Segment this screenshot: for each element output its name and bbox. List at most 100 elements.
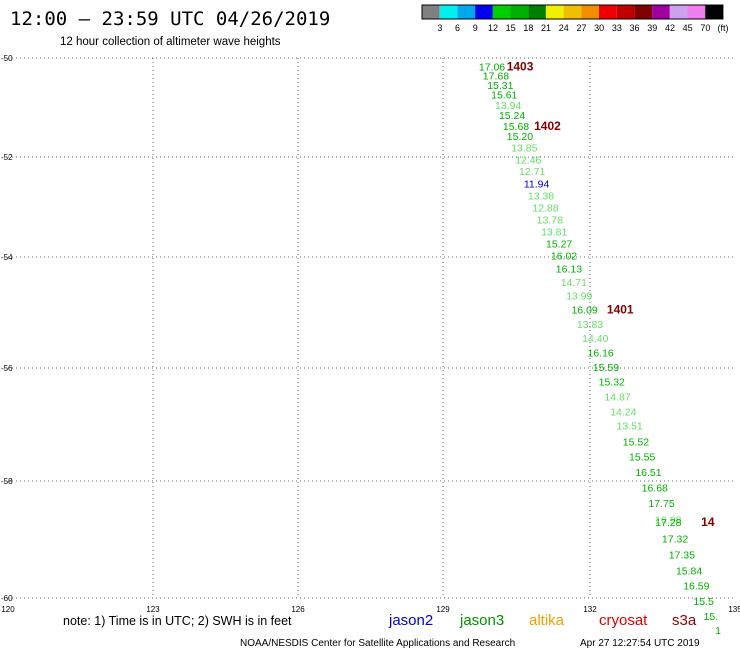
- wave-height-point: 16.09: [571, 305, 597, 317]
- colorbar-label: (ft): [718, 23, 729, 33]
- colorbar-label: 45: [683, 23, 693, 33]
- colorbar-label: 12: [488, 23, 498, 33]
- wave-height-point: 16.16: [587, 347, 613, 359]
- page-subtitle: 12 hour collection of altimeter wave hei…: [60, 36, 281, 48]
- colorbar-swatch: [669, 5, 688, 19]
- map-grid: [8, 57, 735, 599]
- wave-height-colorbar: 3 6 9 12 15 18 21 24 27 30 33 36 39 42 45 70 (ft): [421, 4, 729, 33]
- wave-height-point: 15.59: [593, 362, 619, 374]
- wave-height-point: 15.32: [599, 377, 625, 389]
- colorbar-label: 18: [523, 23, 533, 33]
- colorbar-swatch: [475, 5, 493, 19]
- wave-height-point: 15.20: [507, 131, 533, 143]
- wave-height-point: 16.13: [556, 264, 582, 276]
- colorbar-label: 9: [473, 23, 478, 33]
- wave-height-point: 12.46: [515, 155, 541, 167]
- wave-height-point: 15.55: [629, 452, 655, 464]
- colorbar-swatch: [457, 5, 476, 19]
- colorbar-swatch: [528, 5, 546, 19]
- legend-entry-jason3: jason3: [459, 612, 504, 629]
- colorbar-label: 42: [665, 23, 675, 33]
- wave-height-point: 13.38: [528, 191, 554, 203]
- colorbar-swatch: [581, 5, 599, 19]
- pass-time-label: 14: [701, 515, 715, 529]
- wave-height-point: 1: [715, 625, 721, 637]
- wave-height-point: 17.35: [669, 550, 695, 562]
- axis-tick-labels: 120 123 126 129 132 135 -50 -52 -54 -56 -58 -60: [1, 54, 740, 614]
- wave-height-point: 12.71: [519, 166, 545, 178]
- wave-height-point: 17.32: [662, 533, 688, 545]
- colorbar-swatch: [510, 5, 529, 19]
- wave-height-point: 14.24: [610, 407, 636, 419]
- x-tick-label: 126: [291, 605, 305, 614]
- pass-time-labels: 1403 1402 1401 14: [507, 59, 715, 529]
- colorbar-label: 27: [576, 23, 586, 33]
- colorbar-label: 30: [594, 23, 604, 33]
- wave-height-point: 12.88: [532, 203, 558, 215]
- wave-height-point: 13.85: [511, 143, 537, 155]
- colorbar-label: 6: [455, 23, 460, 33]
- y-tick-label: -54: [1, 253, 13, 262]
- legend-entry-cryosat: cryosat: [599, 612, 648, 629]
- y-tick-label: -56: [1, 364, 13, 373]
- wave-height-point: 17.75: [648, 498, 674, 510]
- wave-height-point: 13.83: [577, 319, 603, 331]
- wave-height-point: 15.84: [676, 566, 702, 578]
- wave-height-point: 16.02: [551, 251, 577, 263]
- colorbar-swatch: [545, 5, 564, 19]
- wave-height-point: 13.51: [616, 421, 642, 433]
- wave-height-point: 15.31: [487, 80, 513, 92]
- legend-entry-s3a: s3a: [672, 612, 697, 629]
- colorbar-frame: [421, 4, 724, 20]
- wave-height-point: 17.68: [483, 70, 509, 82]
- wave-height-point: 16.68: [642, 482, 668, 494]
- colorbar-label: 15: [506, 23, 516, 33]
- wave-height-point: 11.94: [524, 179, 550, 191]
- wave-height-point: 13.99: [566, 290, 592, 302]
- footer-note: note: 1) Time is in UTC; 2) SWH is in fe…: [63, 614, 292, 628]
- colorbar-swatch: [439, 5, 458, 19]
- colorbar-label: 33: [612, 23, 622, 33]
- footer-timestamp: Apr 27 12:27:54 UTC 2019: [580, 638, 700, 649]
- x-tick-label: 135: [728, 605, 740, 614]
- wave-height-point: 15.: [704, 611, 719, 623]
- colorbar-swatch: [687, 5, 706, 19]
- y-tick-label: -50: [1, 54, 13, 63]
- colorbar-swatch: [599, 5, 617, 19]
- wave-height-points: 17.0617.6815.3115.6113.9415.2415.6815.20…: [479, 61, 721, 637]
- pass-time-label: 1401: [607, 303, 634, 317]
- colorbar-label: 3: [437, 23, 442, 33]
- wave-height-point: 15.27: [546, 239, 572, 251]
- footer-credit: NOAA/NESDIS Center for Satellite Applica…: [240, 638, 515, 649]
- wave-height-point: 16.51: [635, 467, 661, 479]
- colorbar-swatch: [652, 5, 670, 19]
- wave-height-point: 16.98: [655, 515, 681, 527]
- legend-entry-jason2: jason2: [388, 612, 433, 629]
- colorbar-label: 21: [541, 23, 551, 33]
- pass-time-label: 1402: [534, 119, 561, 133]
- wave-height-point: 14.71: [561, 277, 587, 289]
- wave-height-point: 14.87: [604, 391, 630, 403]
- colorbar-label: 39: [647, 23, 657, 33]
- satellite-legend: jason2 jason3 altika cryosat s3a: [388, 612, 697, 629]
- wave-height-point: 17.28: [655, 517, 681, 529]
- colorbar-swatch: [616, 5, 635, 19]
- pass-time-label: 1403: [507, 59, 534, 73]
- page-title: 12:00 – 23:59 UTC 04/26/2019: [10, 8, 330, 30]
- wave-height-point: 16.59: [683, 581, 709, 593]
- colorbar-swatch: [422, 5, 440, 19]
- wave-height-point: 13.78: [537, 215, 563, 227]
- wave-height-point: 13.94: [495, 100, 521, 112]
- colorbar-label: 24: [559, 23, 569, 33]
- wave-height-point: 15.5: [693, 596, 714, 608]
- colorbar-label: 36: [630, 23, 640, 33]
- wave-height-point: 15.61: [491, 90, 517, 102]
- wave-height-point: 15.68: [503, 121, 529, 133]
- wave-height-point: 14.40: [582, 333, 608, 345]
- wave-height-point: 15.24: [499, 110, 525, 122]
- colorbar-swatch: [492, 5, 511, 19]
- y-tick-label: -58: [1, 477, 13, 486]
- wave-height-point: 13.81: [541, 227, 567, 239]
- wave-height-point: 15.52: [623, 436, 649, 448]
- legend-entry-altika: altika: [529, 612, 565, 629]
